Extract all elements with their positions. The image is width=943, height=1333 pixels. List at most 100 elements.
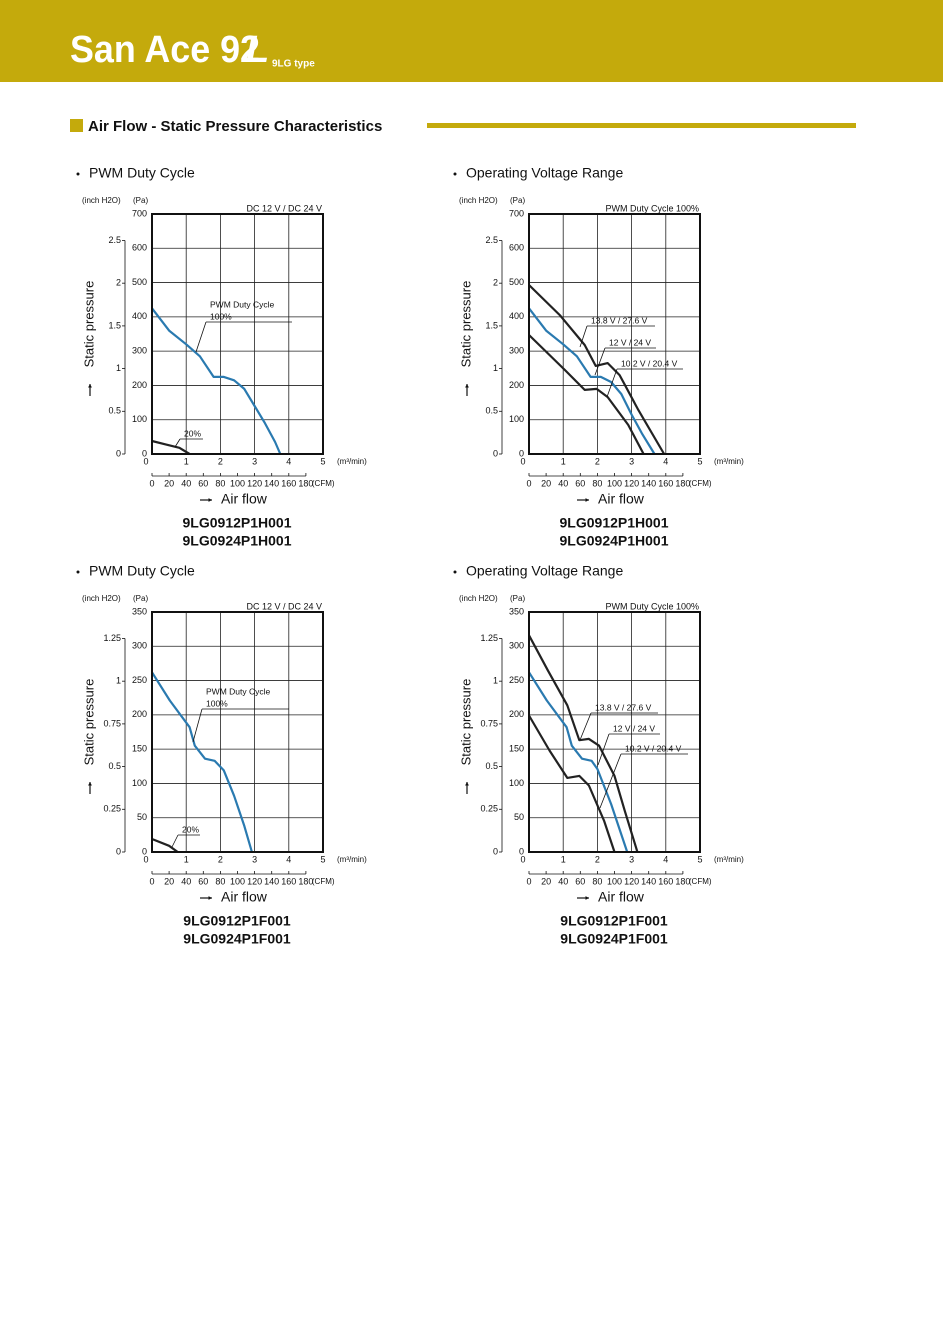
y2-tick-label: 2.5 xyxy=(485,235,498,245)
chart-title: PWM Duty Cycle xyxy=(89,165,195,181)
x2-unit: (CFM) xyxy=(689,877,712,886)
y2-tick-label: 0 xyxy=(493,448,498,458)
y-unit: (Pa) xyxy=(133,594,148,603)
plot-frame xyxy=(151,611,324,853)
x2-tick-label: 140 xyxy=(264,876,279,886)
curve xyxy=(528,307,656,455)
leader-line xyxy=(579,325,588,348)
y-unit: (Pa) xyxy=(510,594,525,603)
leader-line xyxy=(594,347,606,376)
series-label: 10.2 V / 20.4 V xyxy=(621,358,678,368)
x2-tick-label: 40 xyxy=(558,478,568,488)
series-label: 20% xyxy=(184,428,201,438)
leader-line xyxy=(195,321,207,353)
y2-unit: (inch H2O) xyxy=(82,196,121,205)
x2-tick-label: 120 xyxy=(624,478,639,488)
x-label: Air flow xyxy=(598,889,645,905)
x-tick-label: 2 xyxy=(595,456,600,466)
x2-unit: (CFM) xyxy=(689,479,712,488)
x2-unit: (CFM) xyxy=(312,877,335,886)
series-label: 100% xyxy=(210,311,232,321)
y2-tick-label: 0.5 xyxy=(108,761,121,771)
x2-tick-label: 60 xyxy=(198,876,208,886)
x2-tick-label: 60 xyxy=(575,478,585,488)
leader-line xyxy=(171,834,179,848)
x-tick-label: 1 xyxy=(184,456,189,466)
y-tick-label: 50 xyxy=(514,812,524,822)
y-tick-label: 100 xyxy=(509,414,524,424)
y-tick-label: 700 xyxy=(132,208,147,218)
y-tick-label: 300 xyxy=(509,346,524,356)
annotation: PWM Duty Cycle xyxy=(210,299,275,309)
y-tick-label: 300 xyxy=(132,641,147,651)
x2-tick-label: 20 xyxy=(541,478,551,488)
y-unit: (Pa) xyxy=(133,196,148,205)
model-number: 9LG0924P1H001 xyxy=(560,533,669,549)
y-unit: (Pa) xyxy=(510,196,525,205)
bullet xyxy=(76,172,80,176)
y-tick-label: 100 xyxy=(509,778,524,788)
x2-tick-label: 40 xyxy=(181,876,191,886)
x-tick-label: 4 xyxy=(663,456,668,466)
x2-tick-label: 20 xyxy=(541,876,551,886)
x2-tick-label: 160 xyxy=(658,478,673,488)
x2-tick-label: 180 xyxy=(675,478,690,488)
leader-line xyxy=(599,753,622,809)
section-rule xyxy=(427,123,856,128)
y-tick-label: 100 xyxy=(132,414,147,424)
model-number: 9LG0912P1H001 xyxy=(560,515,669,531)
type-label: 9LG type xyxy=(272,59,315,70)
y-tick-label: 0 xyxy=(142,448,147,458)
x-tick-label: 0 xyxy=(520,854,525,864)
curve xyxy=(151,307,282,455)
x2-tick-label: 100 xyxy=(607,478,622,488)
x-unit: (m³/min) xyxy=(714,855,744,864)
y-tick-label: 500 xyxy=(509,277,524,287)
x-tick-label: 0 xyxy=(143,456,148,466)
x2-tick-label: 0 xyxy=(526,876,531,886)
curve xyxy=(528,284,666,455)
x2-tick-label: 0 xyxy=(526,478,531,488)
x2-tick-label: 160 xyxy=(281,478,296,488)
y2-tick-label: 0.25 xyxy=(480,804,498,814)
y-tick-label: 350 xyxy=(132,606,147,616)
section-title: Air Flow - Static Pressure Characteristi… xyxy=(88,118,382,135)
y-label: Static pressure xyxy=(81,281,96,368)
y-tick-label: 250 xyxy=(509,675,524,685)
y-tick-label: 400 xyxy=(509,311,524,321)
x-tick-label: 4 xyxy=(286,854,291,864)
bullet xyxy=(453,570,457,574)
chart-title: Operating Voltage Range xyxy=(466,563,623,579)
x-tick-label: 5 xyxy=(320,854,325,864)
x-tick-label: 5 xyxy=(697,854,702,864)
x-label: Air flow xyxy=(221,491,268,507)
y-tick-label: 0 xyxy=(142,846,147,856)
y2-tick-label: 1 xyxy=(493,676,498,686)
series-label: 20% xyxy=(182,824,199,834)
y-arrow-head xyxy=(465,782,469,786)
x2-tick-label: 160 xyxy=(281,876,296,886)
y-label: Static pressure xyxy=(458,679,473,766)
series-label: 12 V / 24 V xyxy=(613,723,655,733)
x-unit: (m³/min) xyxy=(337,457,367,466)
x-arrow-head xyxy=(208,498,212,502)
x2-tick-label: 100 xyxy=(230,478,245,488)
x-unit: (m³/min) xyxy=(714,457,744,466)
x-tick-label: 4 xyxy=(663,854,668,864)
y2-tick-label: 0 xyxy=(116,448,121,458)
x2-tick-label: 0 xyxy=(149,478,154,488)
y2-tick-label: 0.75 xyxy=(480,718,498,728)
condition: PWM Duty Cycle 100% xyxy=(605,601,699,611)
curve xyxy=(151,671,253,853)
x2-tick-label: 20 xyxy=(164,876,174,886)
y2-tick-label: 2 xyxy=(116,278,121,288)
y2-tick-label: 1.5 xyxy=(485,320,498,330)
plot-frame xyxy=(528,213,701,455)
x2-tick-label: 80 xyxy=(215,478,225,488)
x2-tick-label: 80 xyxy=(592,876,602,886)
y2-tick-label: 0.5 xyxy=(108,406,121,416)
y2-unit: (inch H2O) xyxy=(459,594,498,603)
y-arrow-head xyxy=(465,384,469,388)
condition: DC 12 V / DC 24 V xyxy=(246,203,322,213)
x-label: Air flow xyxy=(221,889,268,905)
